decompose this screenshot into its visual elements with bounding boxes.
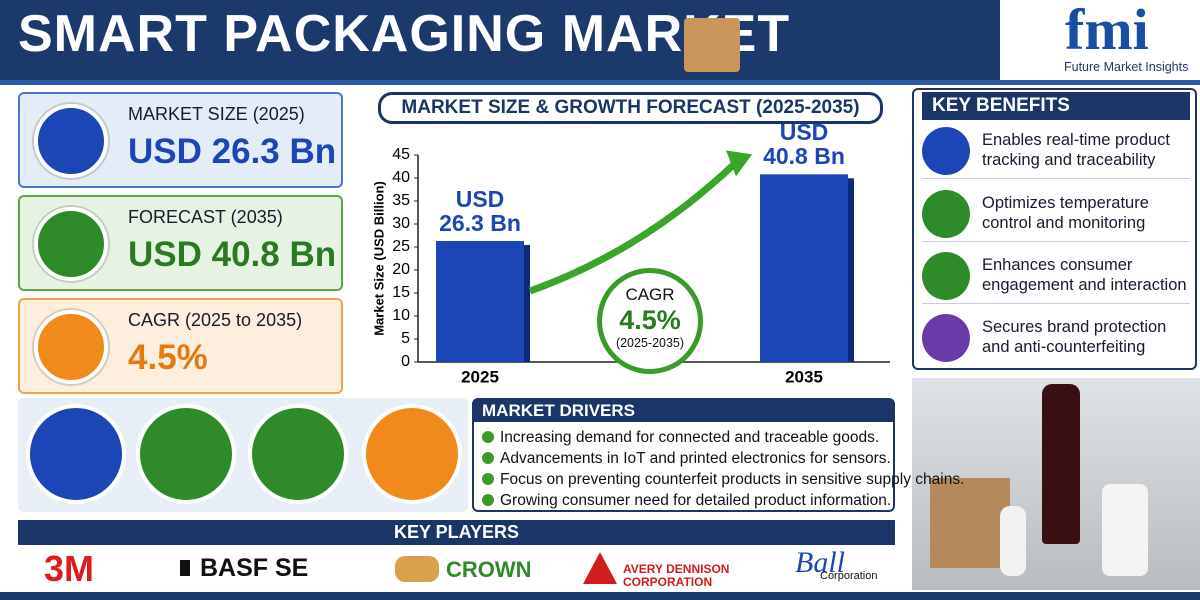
box-icon (684, 18, 740, 72)
player-sub: CORPORATION (623, 575, 713, 589)
benefit: Enables real-time product tracking and t… (922, 123, 1190, 179)
driver: Increasing demand for connected and trac… (482, 429, 879, 447)
benefit-text: Secures brand protection and anti-counte… (982, 318, 1167, 356)
benefits-title: KEY BENEFITS (922, 92, 1190, 120)
bar-side (848, 178, 854, 362)
y-axis-label: Market Size (USD Billion) (371, 181, 386, 336)
cagr-label: CAGR (625, 285, 675, 304)
footer-band (0, 592, 1200, 600)
driver: Focus on preventing counterfeit products… (482, 471, 964, 489)
player: 3M (44, 548, 95, 589)
benefit-text: Enhances consumer engagement and interac… (982, 255, 1187, 294)
value-label: USD 26.3 Bn (439, 186, 521, 237)
avery-icon (583, 552, 617, 584)
logo-area (1000, 0, 1200, 80)
logo-subtitle: Future Market Insights (1064, 60, 1189, 74)
bar (760, 174, 848, 362)
y-tick-label: 0 (401, 353, 410, 370)
y-tick-label: 45 (392, 146, 410, 163)
y-tick-label: 25 (392, 238, 410, 255)
benefit: Secures brand protection and anti-counte… (922, 310, 1190, 366)
drivers-panel (472, 398, 895, 512)
drivers-title: MARKET DRIVERS (474, 400, 893, 422)
benefit: Optimizes temperature control and monito… (922, 186, 1190, 242)
title: SMART PACKAGING MARKET (18, 5, 791, 63)
stat-value: 4.5% (128, 338, 208, 377)
benefit-text: Enables real-time product tracking and t… (982, 130, 1171, 169)
header-band (0, 0, 1000, 82)
growth-arrow (528, 161, 737, 295)
y-tick-label: 15 (392, 284, 410, 301)
player: Ball (795, 546, 845, 579)
chart-title: MARKET SIZE & GROWTH FORECAST (2025-2035… (378, 92, 883, 124)
player: CROWN (446, 557, 532, 582)
stat-value: USD 40.8 Bn (128, 235, 337, 274)
stat-label: CAGR (2025 to 2035) (128, 310, 303, 330)
players-title: KEY PLAYERS (18, 520, 895, 545)
y-tick-label: 20 (392, 261, 410, 278)
stat-card: FORECAST (2035) USD 40.8 Bn (18, 195, 343, 291)
stat-label: MARKET SIZE (2025) (128, 104, 305, 124)
benefit: Enhances consumer engagement and interac… (922, 248, 1190, 304)
drivers-icons (18, 398, 468, 512)
value-label: USD 40.8 Bn (763, 119, 845, 170)
cagr-value: 4.5% (619, 305, 681, 335)
logo: fmi (1065, 0, 1149, 62)
crown-icon (395, 556, 439, 582)
icon (34, 104, 108, 178)
x-tick-label: 2035 (785, 367, 823, 386)
x-tick-label: 2025 (461, 367, 499, 386)
cagr-badge: CAGR 4.5% (2025-2035) (597, 268, 703, 374)
benefits-panel (912, 88, 1197, 370)
arrow-head (726, 150, 752, 177)
y-tick-label: 10 (392, 307, 410, 324)
y-tick-label: 35 (392, 192, 410, 209)
player: AVERY DENNISON (623, 562, 730, 576)
bar-side (524, 245, 530, 362)
stat-card: CAGR (2025 to 2035) 4.5% (18, 298, 343, 394)
stat-label: FORECAST (2035) (128, 207, 283, 227)
bar (436, 241, 524, 362)
driver: Growing consumer need for detailed produ… (482, 492, 891, 510)
player-name: BASF SE (200, 554, 309, 582)
icon (34, 310, 108, 384)
driver: Advancements in IoT and printed electron… (482, 450, 891, 468)
y-tick-label: 30 (392, 215, 410, 232)
cagr-period: (2025-2035) (615, 336, 685, 350)
icon (34, 207, 108, 281)
player-sub: Corporation (820, 570, 878, 582)
chart: Market Size (USD Billion)051015202530354… (371, 146, 890, 386)
y-tick-label: 40 (392, 169, 410, 186)
stat-card: MARKET SIZE (2025) USD 26.3 Bn (18, 92, 343, 188)
y-tick-label: 5 (401, 330, 410, 347)
player: BASF SE (180, 554, 308, 583)
stat-value: USD 26.3 Bn (128, 132, 337, 171)
benefit-text: Optimizes temperature control and monito… (982, 193, 1149, 232)
header-rule (0, 80, 1200, 85)
